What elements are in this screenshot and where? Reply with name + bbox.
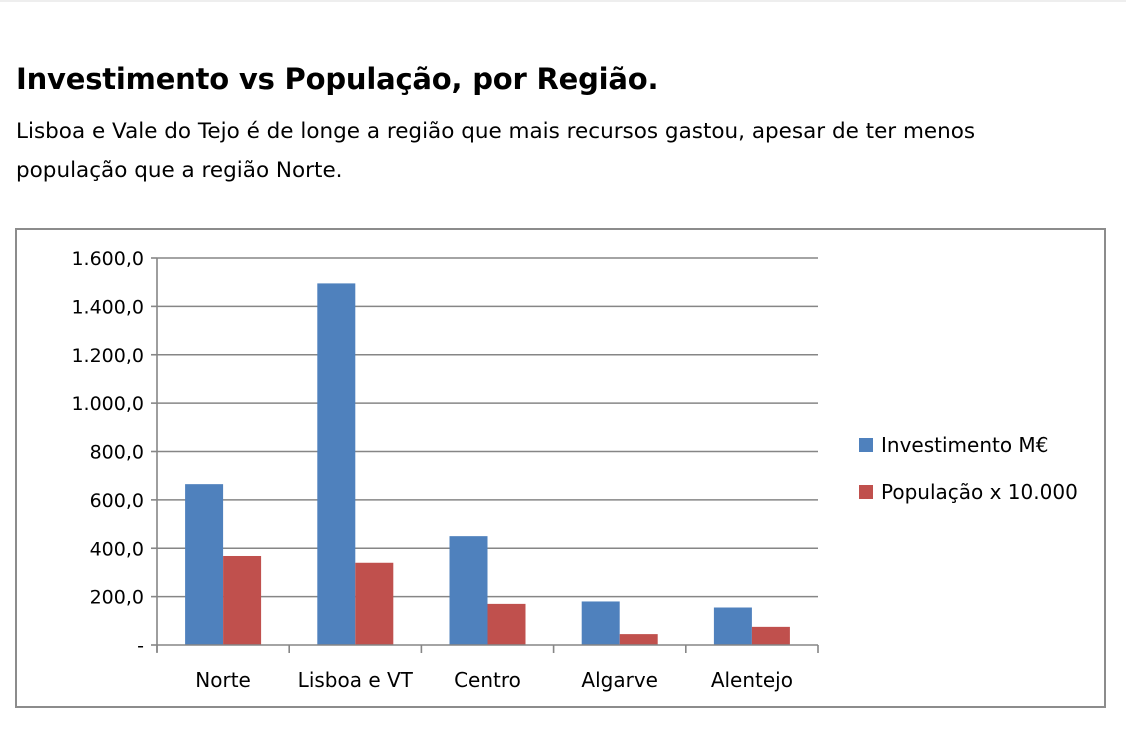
- bars: [185, 283, 790, 645]
- bar-investimento-alentejo: [713, 607, 752, 645]
- x-tick-label: Lisboa e VT: [298, 668, 414, 692]
- y-tick-label: -: [137, 635, 144, 657]
- x-tick-label: Alentejo: [711, 668, 793, 692]
- x-tick-label: Centro: [454, 668, 521, 692]
- legend-label-investimento: Investimento M€: [881, 433, 1048, 457]
- x-tick-label: Algarve: [581, 668, 658, 692]
- y-tick-label: 200,0: [90, 587, 144, 609]
- bar-investimento-norte: [185, 484, 224, 645]
- axes: [151, 257, 819, 653]
- gridlines: [157, 257, 818, 598]
- legend-label-populacao: População x 10.000: [881, 480, 1078, 504]
- bar-populacao-centro: [487, 603, 526, 645]
- legend-swatch-investimento: [859, 438, 873, 452]
- legend: Investimento M€ População x 10.000: [859, 433, 1078, 504]
- bar-investimento-centro: [449, 536, 488, 645]
- page-title: Investimento vs População, por Região.: [16, 62, 659, 96]
- bar-chart: - 200,0 400,0 600,0 800,0 1.000,0 1.200,0 1.400…: [71, 248, 1078, 692]
- y-tick-label: 1.400,0: [71, 296, 144, 318]
- top-rule: [0, 0, 1126, 2]
- bar-populacao-alentejo: [751, 626, 790, 645]
- y-tick-label: 1.000,0: [71, 393, 144, 415]
- y-tick-label: 400,0: [90, 538, 144, 560]
- tick-labels: - 200,0 400,0 600,0 800,0 1.000,0 1.200,0 1.400…: [71, 248, 793, 692]
- y-tick-label: 800,0: [90, 442, 144, 464]
- bar-investimento-algarve: [581, 601, 620, 645]
- y-tick-label: 1.600,0: [71, 248, 144, 270]
- y-tick-label: 600,0: [90, 490, 144, 512]
- bar-populacao-lisboa-e-vt: [355, 562, 394, 645]
- legend-swatch-populacao: [859, 485, 873, 499]
- y-tick-label: 1.200,0: [71, 345, 144, 367]
- chart-frame: - 200,0 400,0 600,0 800,0 1.000,0 1.200,0 1.400…: [15, 228, 1106, 708]
- x-tick-label: Norte: [195, 668, 251, 692]
- bar-investimento-lisboa-e-vt: [317, 283, 356, 645]
- bar-populacao-algarve: [619, 634, 658, 645]
- page-subtitle: Lisboa e Vale do Tejo é de longe a regiã…: [16, 119, 976, 183]
- bar-populacao-norte: [223, 555, 262, 645]
